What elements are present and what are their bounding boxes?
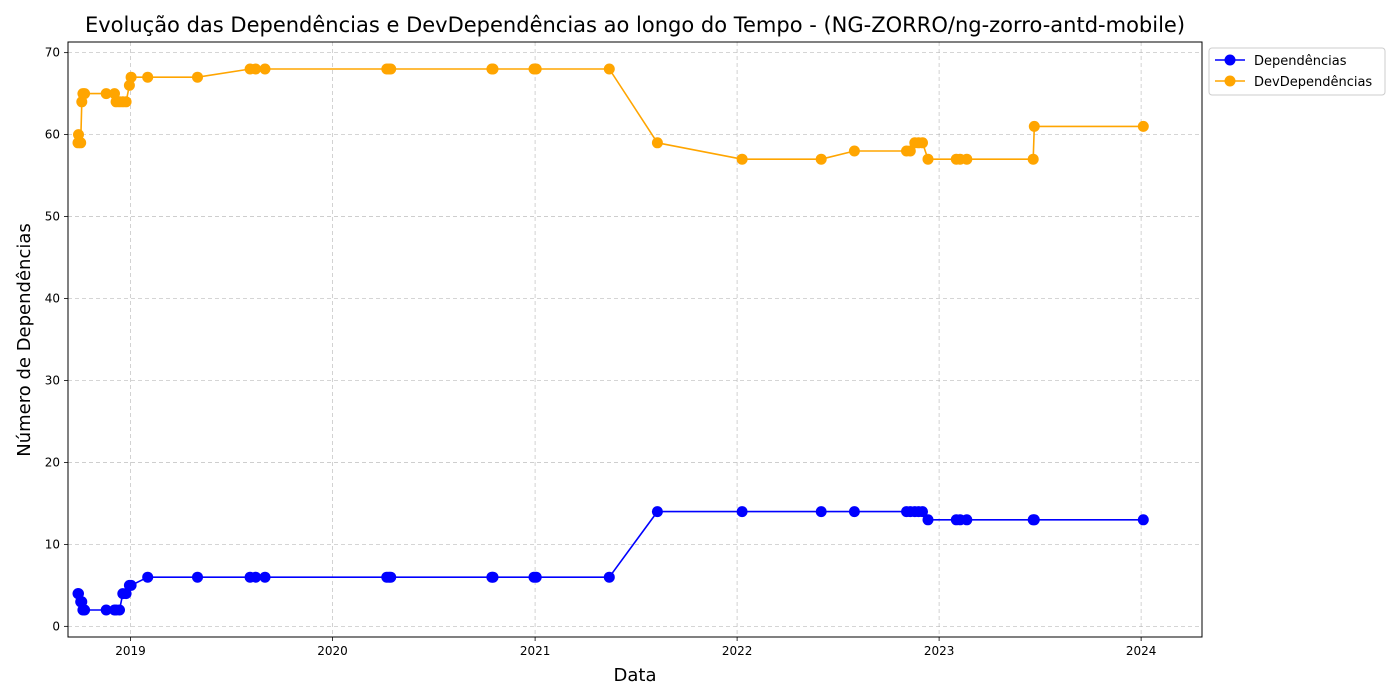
y-tick-label: 30 xyxy=(45,373,60,387)
legend-marker-dependencias xyxy=(1224,54,1236,66)
legend-label-devdependencias: DevDependências xyxy=(1254,75,1372,90)
data-point-dependencias xyxy=(651,506,663,518)
data-point-devdependencias xyxy=(815,153,827,165)
data-point-dependencias xyxy=(530,571,542,583)
data-point-dependencias xyxy=(259,571,271,583)
data-point-dependencias xyxy=(961,514,973,526)
data-point-dependencias xyxy=(79,604,91,616)
data-point-devdependencias xyxy=(109,88,120,100)
x-tick-label: 2020 xyxy=(317,644,348,658)
data-point-dependencias xyxy=(917,506,928,518)
data-point-dependencias xyxy=(922,514,934,526)
data-point-devdependencias xyxy=(603,63,615,75)
grid xyxy=(68,42,1202,637)
y-tick-label: 40 xyxy=(45,292,60,306)
y-tick-label: 20 xyxy=(45,455,60,469)
data-point-dependencias xyxy=(736,506,748,518)
legend: Dependências DevDependências xyxy=(1208,47,1386,96)
legend-box xyxy=(1208,47,1386,96)
plot-frame xyxy=(67,41,1203,638)
data-point-devdependencias xyxy=(651,137,663,149)
y-tick-label: 10 xyxy=(45,537,60,551)
data-point-devdependencias xyxy=(848,145,860,157)
data-point-devdependencias xyxy=(250,63,262,75)
x-tick-label: 2019 xyxy=(115,644,146,658)
data-point-dependencias xyxy=(487,571,499,583)
x-tick-label: 2022 xyxy=(722,644,753,658)
data-point-devdependencias xyxy=(904,145,916,157)
data-point-devdependencias xyxy=(75,137,87,149)
data-point-devdependencias xyxy=(123,79,135,91)
data-point-devdependencias xyxy=(259,63,271,75)
y-tick-label: 70 xyxy=(45,46,60,60)
series-layer xyxy=(72,63,1149,616)
data-point-devdependencias xyxy=(79,88,91,100)
data-point-devdependencias xyxy=(487,63,499,75)
data-point-devdependencias xyxy=(120,96,132,108)
data-point-devdependencias xyxy=(530,63,542,75)
data-point-dependencias xyxy=(815,506,827,518)
data-point-dependencias xyxy=(385,571,397,583)
data-point-devdependencias xyxy=(917,137,928,149)
data-point-dependencias xyxy=(142,571,154,583)
y-axis-label: Número de Dependências xyxy=(14,223,35,457)
data-point-devdependencias xyxy=(922,153,934,165)
y-tick-label: 0 xyxy=(52,619,60,633)
x-tick-label: 2023 xyxy=(924,644,955,658)
data-point-devdependencias xyxy=(1028,120,1040,132)
data-point-devdependencias xyxy=(385,63,397,75)
legend-label-dependencias: Dependências xyxy=(1254,54,1347,69)
data-point-dependencias xyxy=(848,506,860,518)
data-point-devdependencias xyxy=(1027,153,1039,165)
legend-marker-devdependencias xyxy=(1224,75,1236,87)
x-tick-label: 2024 xyxy=(1126,644,1157,658)
data-point-dependencias xyxy=(125,579,137,591)
ticks: 2019 2020 2021 2022 2023 2024 0 10 20 30 40 50 60 70 xyxy=(45,46,1157,658)
data-point-dependencias xyxy=(100,604,112,616)
data-point-devdependencias xyxy=(142,71,154,83)
data-point-devdependencias xyxy=(192,71,203,83)
data-point-devdependencias xyxy=(736,153,748,165)
data-point-dependencias xyxy=(603,571,615,583)
x-tick-label: 2021 xyxy=(520,644,551,658)
data-point-dependencias xyxy=(192,571,203,583)
y-tick-label: 50 xyxy=(45,210,60,224)
chart-title: Evolução das Dependências e DevDependênc… xyxy=(85,13,1185,37)
data-point-dependencias xyxy=(1028,514,1040,526)
data-point-dependencias xyxy=(1137,514,1149,526)
data-point-devdependencias xyxy=(1137,120,1149,132)
data-point-devdependencias xyxy=(100,88,112,100)
data-point-devdependencias xyxy=(961,153,973,165)
data-point-dependencias xyxy=(114,604,125,616)
y-tick-label: 60 xyxy=(45,128,60,142)
x-axis-label: Data xyxy=(614,665,657,686)
data-point-devdependencias xyxy=(125,71,137,83)
data-point-dependencias xyxy=(250,571,262,583)
